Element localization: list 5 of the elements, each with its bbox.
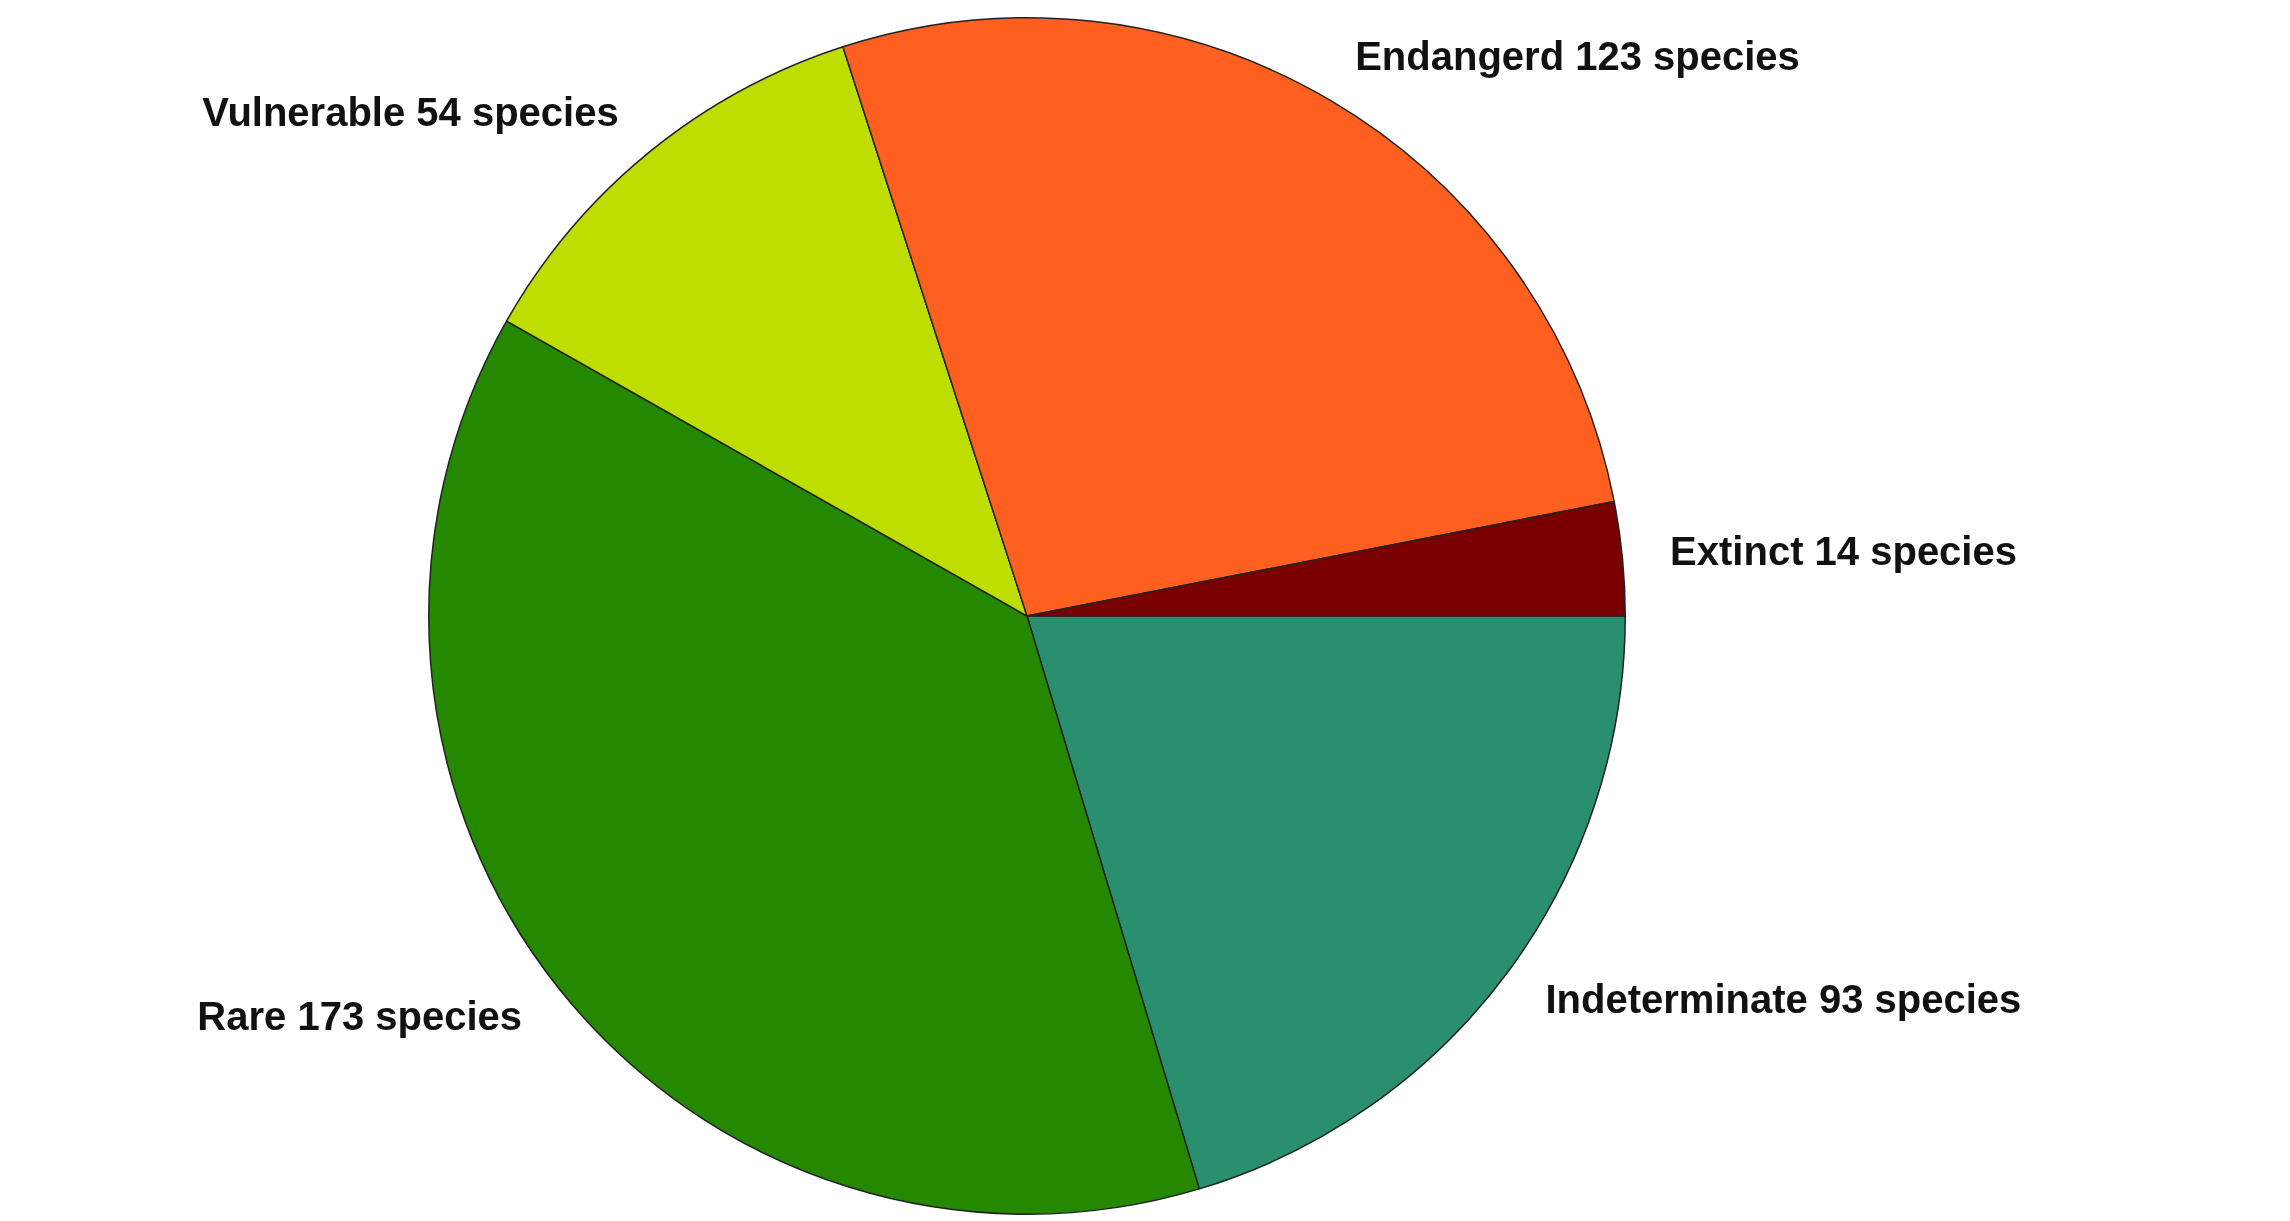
slice-label: Extinct 14 species bbox=[1670, 528, 2017, 573]
slice-label: Vulnerable 54 species bbox=[202, 90, 619, 135]
slice-label: Rare 173 species bbox=[197, 994, 523, 1039]
slice-label: Indeterminate 93 species bbox=[1545, 976, 2022, 1021]
slice-label: Endangerd 123 species bbox=[1355, 34, 1800, 79]
